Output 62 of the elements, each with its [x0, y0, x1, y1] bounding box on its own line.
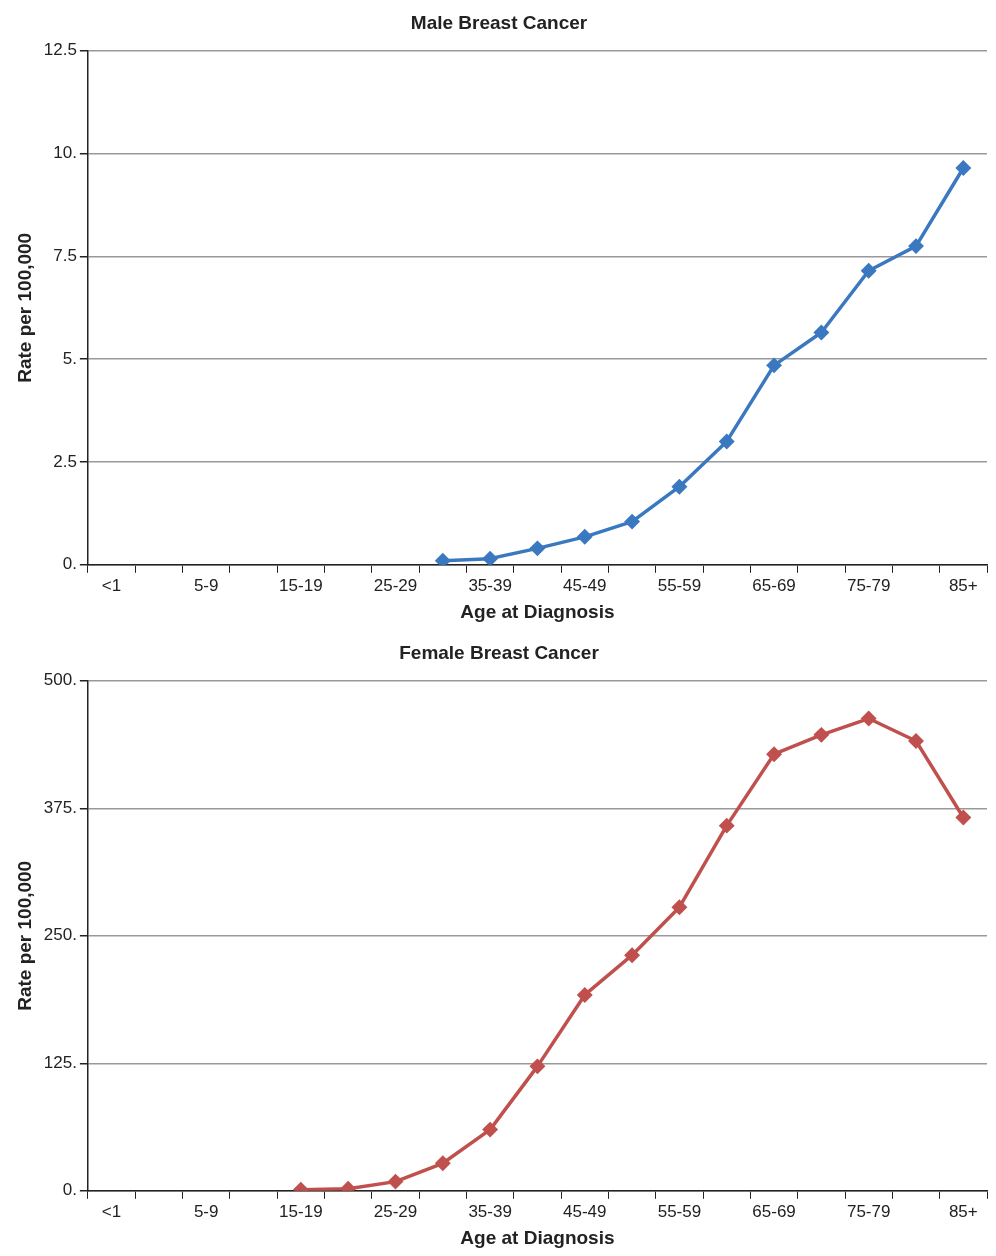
y-tick-label: 0.	[62, 554, 77, 574]
x-tick-label: 85+	[948, 575, 978, 595]
point	[814, 727, 829, 743]
point	[719, 434, 734, 449]
x-tick-label: 85+	[948, 1201, 978, 1221]
point	[766, 746, 782, 762]
x-tick-label: 5-9	[193, 1201, 219, 1221]
point	[908, 733, 924, 749]
x-axis-title: Age at Diagnosis	[460, 1226, 615, 1248]
point	[861, 263, 876, 279]
x-tick-label: 65-69	[752, 575, 796, 595]
point	[672, 479, 687, 494]
y-tick-label: 375.	[43, 797, 77, 817]
x-tick-label: 45-49	[563, 575, 607, 595]
point	[530, 541, 545, 556]
point	[814, 325, 829, 340]
x-tick-label: 35-39	[468, 575, 512, 595]
x-tick-label: 15-19	[279, 1201, 323, 1221]
y-tick-label: 7.5	[53, 246, 77, 266]
y-tick-label: 500.	[43, 670, 77, 690]
x-tick-label: <1	[101, 1201, 122, 1221]
point	[577, 529, 593, 545]
point	[482, 551, 498, 565]
x-tick-label: 5-9	[193, 575, 219, 595]
point	[530, 1059, 545, 1074]
y-tick-label: 5.	[62, 348, 77, 368]
x-tick-label: 25-29	[373, 1201, 418, 1221]
x-tick-label: 65-69	[752, 1201, 796, 1221]
x-tick-label: 55-59	[657, 575, 702, 595]
chart-title: Male Breast Cancer	[410, 11, 588, 33]
x-tick-label: 25-29	[373, 575, 418, 595]
point	[577, 987, 593, 1003]
point	[435, 553, 451, 565]
y-tick-label: 10.	[53, 143, 77, 163]
point	[766, 358, 782, 373]
y-tick-label: 2.5	[53, 451, 77, 471]
point	[435, 1156, 451, 1171]
point	[624, 947, 640, 963]
x-tick-label: <1	[101, 575, 122, 595]
x-tick-label: 55-59	[657, 1201, 702, 1221]
x-axis-title: Age at Diagnosis	[460, 600, 615, 622]
point	[956, 160, 971, 176]
point	[672, 899, 687, 915]
x-tick-label: 75-79	[846, 575, 891, 595]
y-axis-title: Rate per 100,000	[13, 860, 35, 1011]
point	[388, 1174, 403, 1189]
y-axis-title: Rate per 100,000	[13, 232, 35, 383]
y-tick-label: 125.	[43, 1052, 77, 1072]
chart-title: Female Breast Cancer	[399, 641, 600, 663]
point	[482, 1122, 498, 1137]
x-tick-label: 35-39	[468, 1201, 512, 1221]
x-tick-label: 15-19	[279, 575, 323, 595]
point	[956, 810, 971, 825]
point	[719, 818, 734, 833]
point	[624, 514, 640, 529]
point	[908, 238, 924, 254]
x-tick-label: 75-79	[846, 1201, 891, 1221]
y-tick-label: 250.	[43, 925, 77, 945]
x-tick-label: 45-49	[563, 1201, 607, 1221]
y-tick-label: 0.	[62, 1180, 77, 1200]
y-tick-label: 12.5	[43, 40, 77, 60]
point	[861, 711, 876, 726]
